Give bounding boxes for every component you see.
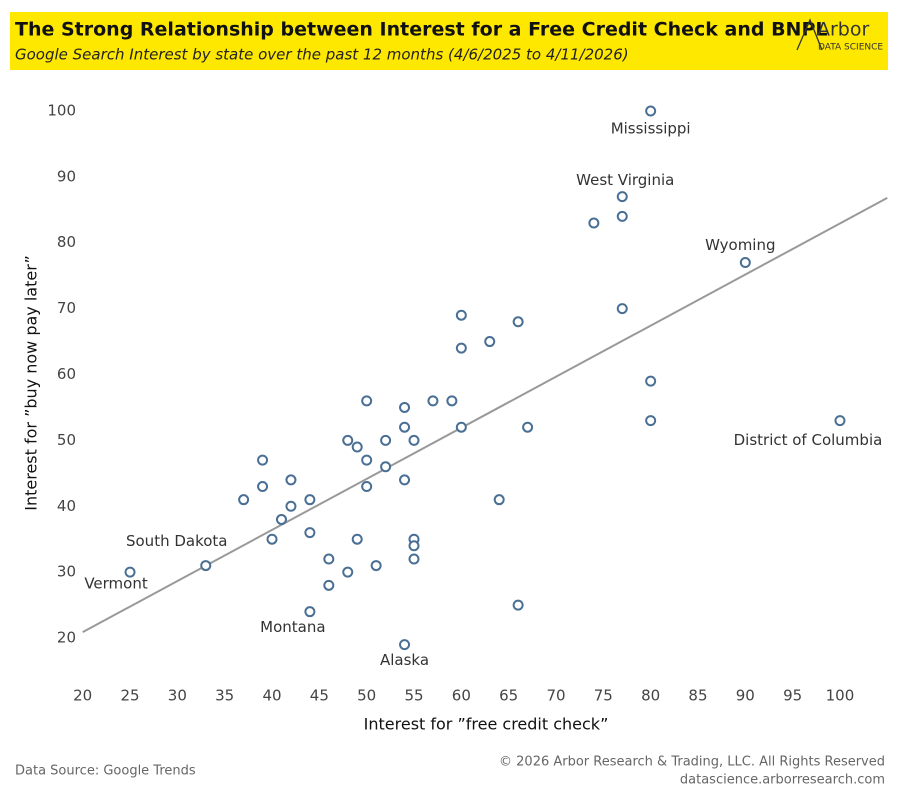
x-tick-label: 65 [499, 687, 518, 705]
point-label: South Dakota [126, 532, 228, 550]
data-point [285, 474, 297, 486]
point-label: Montana [260, 618, 325, 636]
x-tick-label: 30 [168, 687, 187, 705]
x-tick-label: 20 [73, 687, 92, 705]
chart-title: The Strong Relationship between Interest… [15, 19, 828, 41]
data-point [361, 395, 373, 407]
copyright: © 2026 Arbor Research & Trading, LLC. Al… [499, 755, 885, 770]
x-tick-label: 45 [310, 687, 329, 705]
y-tick-label: 80 [57, 233, 76, 251]
data-point [588, 217, 600, 229]
data-point [323, 579, 335, 591]
x-tick-label: 75 [594, 687, 613, 705]
data-point [257, 454, 269, 466]
data-point [455, 421, 467, 433]
data-point [124, 566, 136, 578]
data-point [361, 454, 373, 466]
data-point [645, 415, 657, 427]
data-point [351, 533, 363, 545]
x-tick-label: 85 [688, 687, 707, 705]
y-tick-label: 60 [57, 365, 76, 383]
logo-mark [796, 18, 823, 51]
data-point [380, 434, 392, 446]
data-point [361, 481, 373, 493]
x-tick-label: 35 [215, 687, 234, 705]
data-point [399, 401, 411, 413]
y-tick-label: 40 [57, 497, 76, 515]
data-point [645, 105, 657, 117]
y-tick-label: 90 [57, 167, 76, 185]
point-label: West Virginia [576, 171, 674, 189]
x-tick-label: 100 [826, 687, 855, 705]
data-point [351, 441, 363, 453]
header-band [10, 12, 888, 70]
data-point [304, 606, 316, 618]
trend-line [82, 197, 888, 633]
data-point [342, 434, 354, 446]
data-point [323, 553, 335, 565]
website: datascience.arborresearch.com [680, 773, 885, 788]
data-point [616, 303, 628, 315]
data-point [446, 395, 458, 407]
point-label: Alaska [380, 651, 429, 669]
data-point [408, 434, 420, 446]
point-label: Wyoming [705, 236, 775, 254]
data-point [455, 309, 467, 321]
data-point [427, 395, 439, 407]
data-point [616, 210, 628, 222]
data-point [275, 513, 287, 525]
point-label: Vermont [84, 575, 148, 593]
x-axis-title: Interest for ”free credit check” [364, 715, 609, 734]
data-point [266, 533, 278, 545]
x-tick-label: 25 [120, 687, 139, 705]
x-tick-label: 55 [404, 687, 423, 705]
data-point [238, 494, 250, 506]
logo-tagline: DATA SCIENCE [818, 43, 883, 53]
data-point [285, 500, 297, 512]
point-label: District of Columbia [734, 431, 883, 449]
source-note: Data Source: Google Trends [15, 764, 196, 779]
data-point [200, 560, 212, 572]
data-point [399, 639, 411, 651]
data-point [304, 494, 316, 506]
data-point [645, 375, 657, 387]
data-point [380, 461, 392, 473]
x-tick-label: 80 [641, 687, 660, 705]
data-point [739, 256, 751, 268]
y-tick-label: 100 [47, 101, 76, 119]
x-tick-label: 40 [262, 687, 281, 705]
data-point [408, 553, 420, 565]
data-point [399, 421, 411, 433]
data-point [834, 415, 846, 427]
data-point [512, 599, 524, 611]
data-point [257, 481, 269, 493]
y-tick-label: 20 [57, 629, 76, 647]
chart-subtitle: Google Search Interest by state over the… [15, 46, 629, 64]
data-point [616, 191, 628, 203]
data-point [522, 421, 534, 433]
y-axis-title: Interest for ”buy now pay later” [22, 255, 41, 511]
x-tick-label: 70 [546, 687, 565, 705]
y-tick-label: 70 [57, 299, 76, 317]
data-point [399, 474, 411, 486]
data-point [493, 494, 505, 506]
point-label: Mississippi [611, 119, 691, 137]
data-point [370, 560, 382, 572]
data-point [484, 336, 496, 348]
x-tick-label: 50 [357, 687, 376, 705]
data-point [342, 566, 354, 578]
data-point [512, 316, 524, 328]
x-tick-label: 90 [736, 687, 755, 705]
data-point [455, 342, 467, 354]
x-tick-label: 95 [783, 687, 802, 705]
y-tick-label: 50 [57, 431, 76, 449]
logo-name: Arbor [817, 19, 869, 41]
x-tick-label: 60 [452, 687, 471, 705]
y-tick-label: 30 [57, 563, 76, 581]
data-point [304, 527, 316, 539]
data-point [408, 540, 420, 552]
